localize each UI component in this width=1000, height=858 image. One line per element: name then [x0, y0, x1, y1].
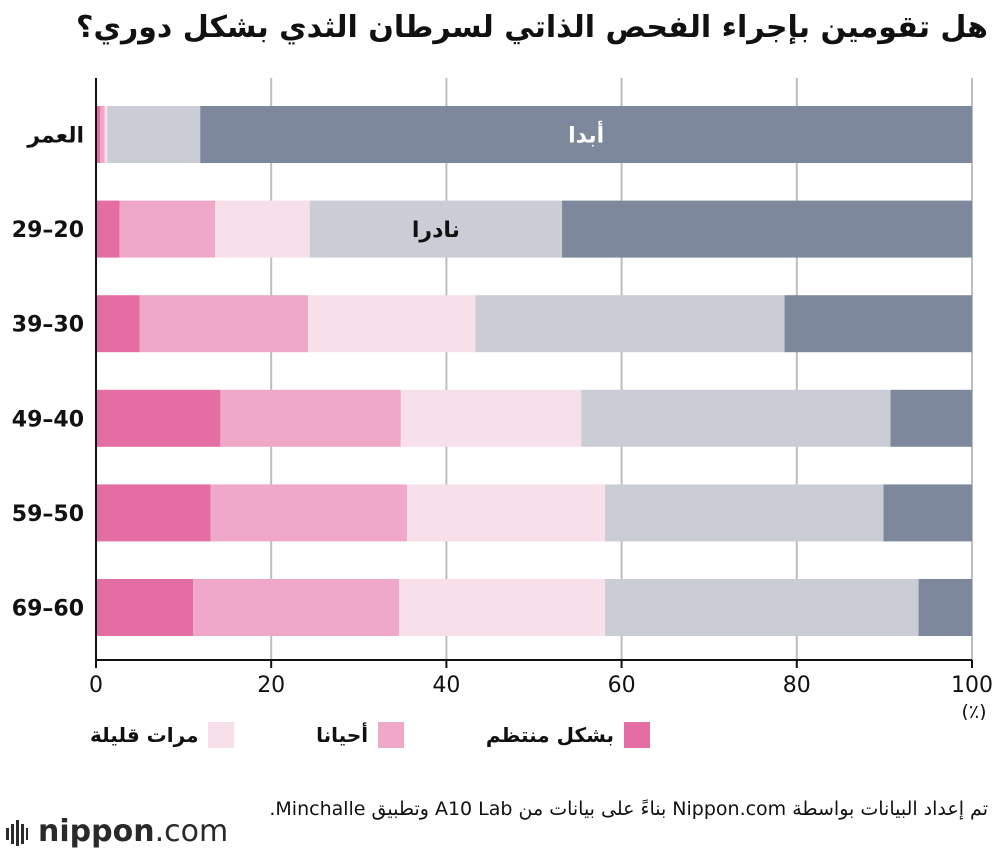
category-label-0: العمر: [26, 124, 84, 149]
legend-item-few-times: مرات قليلة: [90, 722, 235, 748]
grid-lines: [270, 78, 973, 660]
category-label-1: 29–20: [12, 218, 84, 243]
bar-labels: أبدا نادرا: [412, 120, 604, 244]
bar-segment-0-0: [96, 106, 101, 163]
bar-label-0: أبدا: [568, 120, 604, 149]
x-tick-label-20: 20: [257, 673, 285, 698]
legend: بشكل منتظم أحيانا مرات قليلة: [90, 722, 650, 748]
bar-segment-5-1: [193, 579, 400, 636]
brand-name: nippon: [38, 814, 155, 849]
bar-segment-5-4: [918, 579, 972, 636]
legend-label-few-times: مرات قليلة: [90, 723, 199, 747]
x-tick-label-40: 40: [432, 673, 460, 698]
category-label-5: 69–60: [12, 597, 84, 622]
bar-segment-2-3: [475, 295, 785, 353]
bar-segment-2-0: [96, 295, 140, 353]
bar-segment-5-2: [399, 579, 605, 636]
x-tick-label-80: 80: [783, 673, 811, 698]
bar-segment-0-2: [104, 106, 108, 163]
brand-logo: nippon .com: [6, 814, 228, 849]
category-label-3: 49–40: [12, 407, 84, 432]
bar-segment-4-0: [96, 484, 211, 542]
source-note: تم إعداد البيانات بواسطة Nippon.com بناء…: [269, 798, 988, 820]
bar-segment-1-1: [119, 200, 216, 258]
x-axis-unit: (٪): [961, 701, 986, 720]
legend-label-sometimes: أحيانا: [316, 723, 369, 747]
bar-segment-3-2: [400, 389, 582, 447]
x-tick-label-100: 100: [951, 673, 993, 698]
bar-segment-1-4: [562, 200, 972, 258]
bar-segment-1-0: [96, 200, 120, 258]
bar-segment-5-3: [604, 579, 919, 636]
bar-segment-1-3: [309, 200, 563, 258]
bar-segment-2-2: [307, 295, 476, 353]
axes: العمر 29–20 39–30 49–40 59–50 69–60 0 20 40 60 80 1…: [12, 78, 993, 720]
bar-segment-3-4: [890, 389, 972, 447]
chart-plot: أبدا نادرا العمر 29–20 39–30 49–40 59–50 69–60…: [12, 78, 993, 720]
legend-swatch-regular: [624, 722, 650, 748]
bar-segment-2-1: [139, 295, 308, 353]
brand-suffix: .com: [154, 814, 229, 849]
bar-segment-4-2: [406, 484, 605, 542]
legend-label-regular: بشكل منتظم: [485, 723, 614, 747]
legend-swatch-few-times: [208, 722, 235, 748]
bar-segment-4-4: [883, 484, 972, 542]
bar-segment-4-1: [210, 484, 407, 542]
bar-segment-0-4: [200, 106, 972, 163]
bar-segment-5-0: [96, 579, 194, 636]
bar-segment-3-3: [581, 389, 891, 447]
x-tick-label-0: 0: [89, 673, 103, 698]
bars: [96, 106, 972, 636]
bar-segment-4-3: [604, 484, 884, 542]
bar-label-1: نادرا: [412, 218, 460, 243]
x-tick-label-60: 60: [608, 673, 636, 698]
category-label-4: 59–50: [12, 502, 84, 527]
bar-segment-1-2: [215, 200, 310, 258]
bar-segment-2-4: [784, 295, 972, 353]
category-label-2: 39–30: [12, 313, 84, 338]
legend-swatch-sometimes: [378, 722, 405, 748]
chart-title: هل تقومين بإجراء الفحص الذاتي لسرطان الث…: [76, 10, 988, 45]
legend-item-regular: بشكل منتظم: [486, 722, 650, 748]
bar-segment-3-1: [220, 389, 401, 447]
legend-item-sometimes: أحيانا: [316, 722, 405, 748]
bar-segment-0-1: [100, 106, 105, 163]
bar-segment-3-0: [96, 389, 221, 447]
bar-segment-0-3: [107, 106, 201, 163]
nippon-logo-icon: [6, 819, 28, 846]
